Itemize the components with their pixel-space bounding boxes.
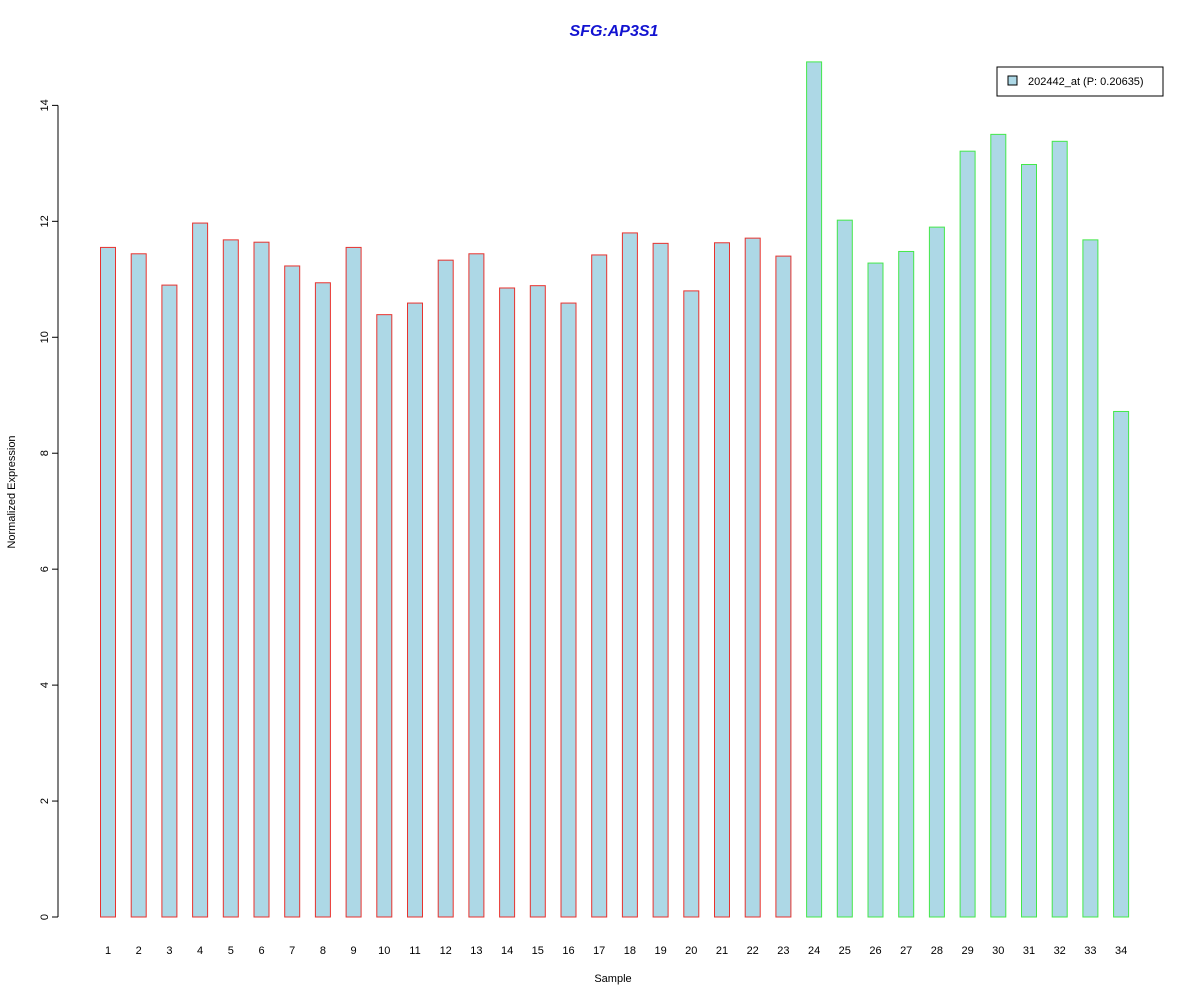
x-tick-label: 31 [1023,945,1035,957]
x-tick-label: 1 [105,945,111,957]
x-tick-label: 3 [166,945,172,957]
legend-swatch [1007,75,1018,86]
x-tick-label: 28 [931,945,943,957]
legend-label: 202442_at (P: 0.20635) [1028,76,1144,88]
bar [683,290,700,918]
bar [1021,164,1037,918]
x-tick-label: 27 [900,945,912,957]
bar [314,282,331,918]
y-tick-label: 10 [39,331,51,343]
x-tick-label: 17 [593,945,605,957]
bar [1113,410,1130,918]
bar [867,262,884,918]
x-tick-label: 10 [378,945,390,957]
bar [222,239,239,918]
bar [253,241,270,918]
bar [437,259,454,918]
bar [591,254,608,918]
bar [806,61,823,918]
y-tick-label: 8 [39,450,51,456]
bar [529,285,546,918]
x-tick-label: 23 [777,945,789,957]
x-tick-label: 8 [320,945,326,957]
legend: 202442_at (P: 0.20635) [996,66,1164,97]
x-tick-label: 11 [409,945,420,957]
chart-title: SFG:AP3S1 [570,23,659,40]
x-tick-label: 13 [470,945,482,957]
y-tick-label: 0 [39,914,51,920]
x-tick-label: 12 [440,945,452,957]
x-tick-label: 4 [197,945,203,957]
x-tick-label: 33 [1084,945,1096,957]
x-tick-label: 7 [289,945,295,957]
x-tick-label: 22 [747,945,759,957]
x-tick-label: 15 [532,945,544,957]
bar [560,302,577,918]
x-tick-label: 9 [351,945,357,957]
bar [621,232,638,918]
bar [192,222,209,918]
x-tick-labels: 1 2 3 4 5 6 7 8 9 10 11 12 13 14 15 16 17 18 19 20 21 22 23 24 2… [105,945,1127,957]
bar [345,246,362,918]
x-tick-label: 34 [1115,945,1127,957]
bar [1051,140,1068,918]
x-tick-label: 29 [961,945,973,957]
x-tick-label: 16 [562,945,574,957]
x-tick-label: 6 [258,945,264,957]
x-tick-label: 30 [992,945,1004,957]
bar [744,237,761,918]
bar [284,265,301,918]
x-tick-label: 32 [1054,945,1066,957]
bar [928,226,945,918]
bar [652,242,669,918]
y-tick-label: 2 [39,798,51,804]
x-axis-label: Sample [594,973,631,985]
x-tick-label: 20 [685,945,697,957]
x-tick-label: 25 [839,945,851,957]
bar [959,150,976,918]
x-tick-label: 2 [136,945,142,957]
bar [130,253,147,918]
y-tick-label: 12 [39,215,51,227]
x-tick-label: 26 [869,945,881,957]
y-axis-label: Normalized Expression [6,435,18,548]
x-tick-label: 24 [808,945,820,957]
bar [161,284,178,918]
bar [898,250,915,918]
y-axis: 0 2 4 6 8 10 12 14 [39,99,59,920]
x-tick-label: 19 [654,945,666,957]
bar [499,287,516,918]
bar [775,255,792,918]
x-tick-label: 5 [228,945,234,957]
bar [1082,239,1099,918]
x-tick-label: 14 [501,945,513,957]
bars [100,61,1130,918]
y-tick-label: 14 [39,99,51,111]
legend-box [996,66,1164,97]
y-tick-label: 6 [39,566,51,572]
y-tick-label: 4 [39,682,51,688]
bar [990,133,1007,918]
bar [836,219,853,918]
bar [407,302,423,918]
x-tick-label: 21 [716,945,728,957]
bar [714,242,730,918]
bar [468,253,485,918]
bar [100,246,116,918]
bar [376,314,393,918]
x-tick-label: 18 [624,945,636,957]
